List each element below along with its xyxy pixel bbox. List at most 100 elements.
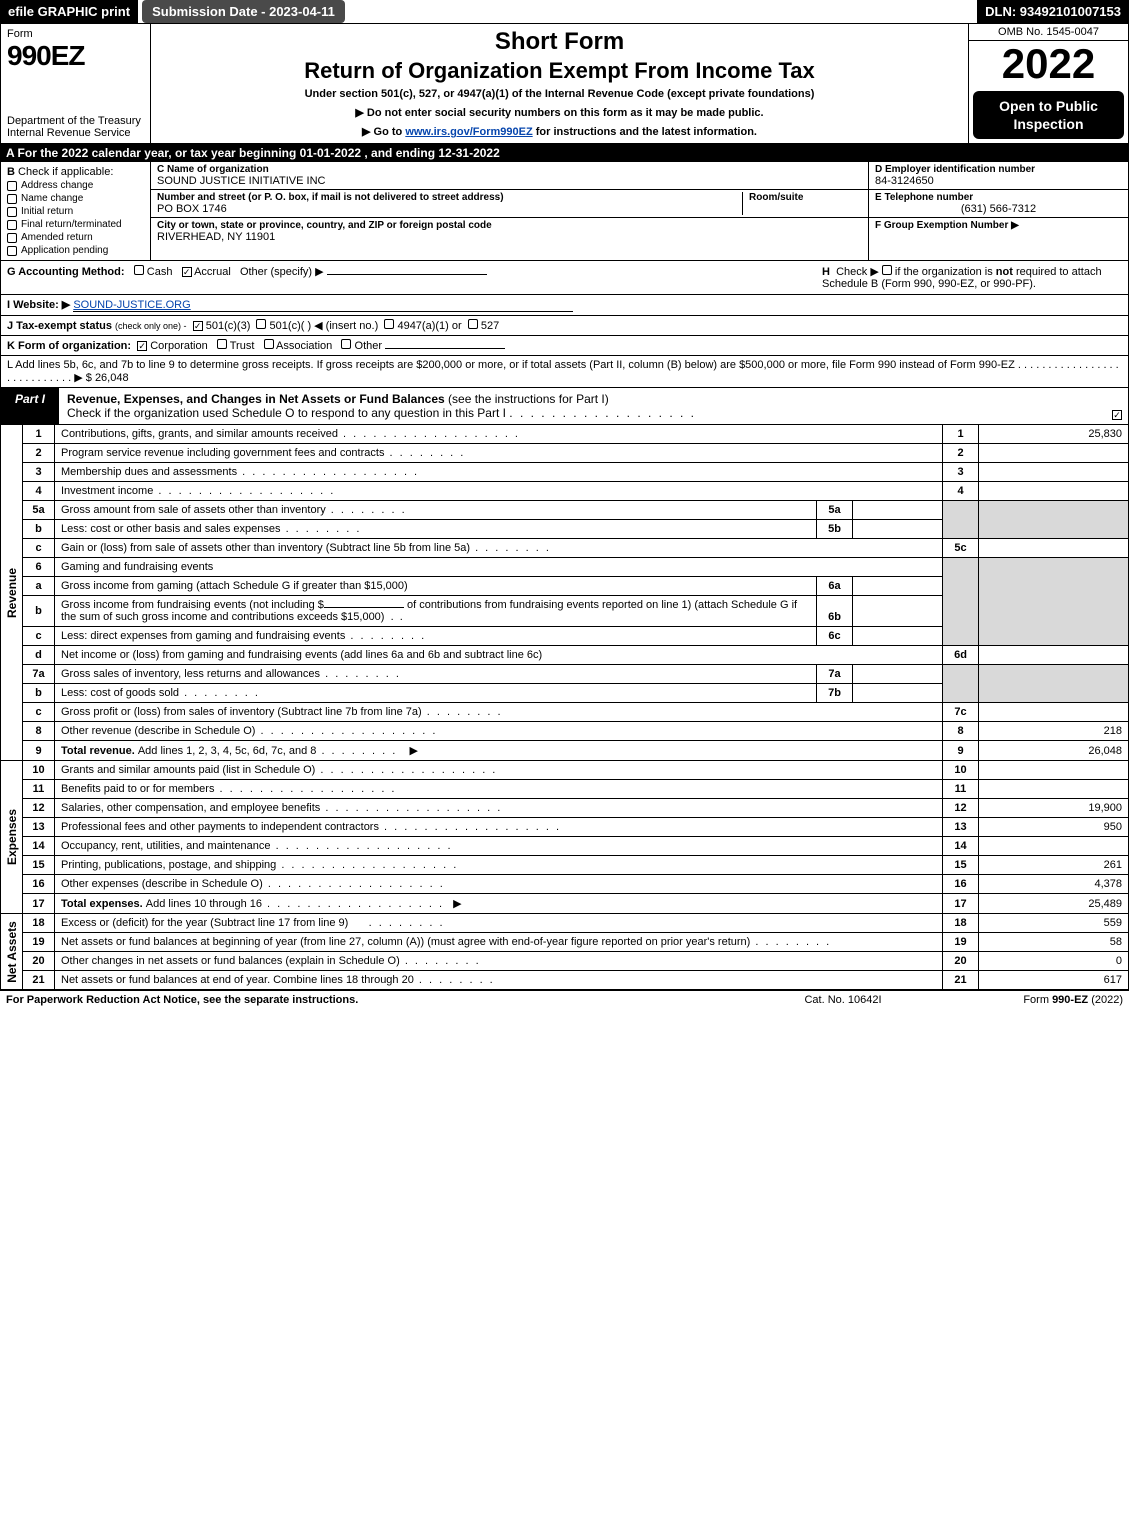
- chk-initial-return[interactable]: Initial return: [7, 206, 144, 217]
- line-num: 4: [23, 482, 55, 501]
- form-header: Form 990EZ Department of the Treasury In…: [0, 24, 1129, 144]
- desc-text: Occupancy, rent, utilities, and maintena…: [61, 840, 271, 852]
- right-num: 8: [943, 722, 979, 741]
- ein-row: D Employer identification number 84-3124…: [869, 162, 1128, 190]
- line-desc: Contributions, gifts, grants, and simila…: [55, 425, 943, 444]
- chk-address-change[interactable]: Address change: [7, 180, 144, 191]
- dots: [414, 974, 495, 986]
- top-bar: efile GRAPHIC print Submission Date - 20…: [0, 0, 1129, 24]
- blank[interactable]: [324, 607, 404, 608]
- expenses-text: Expenses: [5, 809, 19, 865]
- row-i-website: I Website: ▶ SOUND-JUSTICE.ORG: [0, 295, 1129, 316]
- line-1: 1Contributions, gifts, grants, and simil…: [23, 425, 1129, 444]
- right-val: [979, 482, 1129, 501]
- chk-cash[interactable]: [134, 265, 144, 275]
- dots: [338, 428, 520, 440]
- chk-schedule-o[interactable]: [1112, 410, 1122, 420]
- tax-year: 2022: [969, 41, 1128, 87]
- checkbox-icon: [7, 220, 17, 230]
- website-link[interactable]: SOUND-JUSTICE.ORG: [73, 299, 573, 312]
- line-num: 2: [23, 444, 55, 463]
- right-val: [979, 539, 1129, 558]
- line-desc: Gain or (loss) from sale of assets other…: [55, 539, 943, 558]
- line-14: 14Occupancy, rent, utilities, and mainte…: [23, 837, 1129, 856]
- chk-501c3[interactable]: [193, 321, 203, 331]
- chk-501c[interactable]: [256, 319, 266, 329]
- dots: [422, 706, 503, 718]
- part-1-title-rest: (see the instructions for Part I): [445, 392, 609, 406]
- chk-trust[interactable]: [217, 339, 227, 349]
- line-desc: Investment income: [55, 482, 943, 501]
- subbox-label: 6c: [817, 627, 853, 646]
- part-1-title-bold: Revenue, Expenses, and Changes in Net As…: [67, 392, 445, 406]
- revenue-table: 1Contributions, gifts, grants, and simil…: [22, 425, 1129, 761]
- c-name-label: C Name of organization: [157, 164, 862, 175]
- line-17: 17Total expenses. Add lines 10 through 1…: [23, 894, 1129, 914]
- line-desc: Less: cost or other basis and sales expe…: [55, 520, 817, 539]
- desc-text: Other expenses (describe in Schedule O): [61, 878, 263, 890]
- dots: [262, 898, 444, 910]
- desc-text: Less: cost or other basis and sales expe…: [61, 523, 281, 535]
- page-footer: For Paperwork Reduction Act Notice, see …: [0, 990, 1129, 1009]
- chk-other-org[interactable]: [341, 339, 351, 349]
- chk-corp[interactable]: [137, 341, 147, 351]
- other-blank[interactable]: [327, 274, 487, 275]
- dots: [400, 955, 481, 967]
- chk-accrual[interactable]: [182, 267, 192, 277]
- dots: [255, 725, 437, 737]
- chk-527[interactable]: [468, 319, 478, 329]
- line-desc: Less: direct expenses from gaming and fu…: [55, 627, 817, 646]
- dots: [316, 745, 397, 757]
- line-5a: 5aGross amount from sale of assets other…: [23, 501, 1129, 520]
- line-desc: Net assets or fund balances at end of ye…: [55, 971, 943, 990]
- row-g-h: G Accounting Method: Cash Accrual Other …: [0, 261, 1129, 295]
- right-val: 58: [979, 933, 1129, 952]
- footer-cat-no: Cat. No. 10642I: [743, 994, 943, 1006]
- header-center: Short Form Return of Organization Exempt…: [151, 24, 968, 143]
- telephone-row: E Telephone number (631) 566-7312: [869, 190, 1128, 218]
- irs-link[interactable]: www.irs.gov/Form990EZ: [405, 126, 532, 138]
- line-13: 13Professional fees and other payments t…: [23, 818, 1129, 837]
- section-b: B Check if applicable: Address change Na…: [1, 162, 151, 260]
- chk-application-pending[interactable]: Application pending: [7, 245, 144, 256]
- chk-final-return[interactable]: Final return/terminated: [7, 219, 144, 230]
- row-k-form-org: K Form of organization: Corporation Trus…: [0, 336, 1129, 356]
- right-num: 16: [943, 875, 979, 894]
- chk-name-change[interactable]: Name change: [7, 193, 144, 204]
- footer-left: For Paperwork Reduction Act Notice, see …: [6, 994, 743, 1006]
- header-left: Form 990EZ Department of the Treasury In…: [1, 24, 151, 143]
- line-8: 8Other revenue (describe in Schedule O)8…: [23, 722, 1129, 741]
- footer-form-ref: Form 990-EZ (2022): [943, 994, 1123, 1006]
- desc-text: Less: cost of goods sold: [61, 687, 179, 699]
- chk-4947[interactable]: [384, 319, 394, 329]
- section-bcd: B Check if applicable: Address change Na…: [0, 162, 1129, 261]
- checkbox-icon: [7, 207, 17, 217]
- desc-text: Other changes in net assets or fund bala…: [61, 955, 400, 967]
- expenses-side-label: Expenses: [0, 761, 22, 914]
- chk-amended-return[interactable]: Amended return: [7, 232, 144, 243]
- line-18: 18Excess or (deficit) for the year (Subt…: [23, 914, 1129, 933]
- other-org-blank[interactable]: [385, 348, 505, 349]
- right-num: 3: [943, 463, 979, 482]
- dln-label: DLN: 93492101007153: [977, 0, 1129, 23]
- opt-527: 527: [481, 320, 499, 332]
- line-num: 20: [23, 952, 55, 971]
- opt-corp: Corporation: [150, 340, 207, 352]
- instr2-post: for instructions and the latest informat…: [533, 126, 757, 138]
- right-val: [979, 780, 1129, 799]
- dots: [364, 917, 445, 929]
- right-num: 17: [943, 894, 979, 914]
- efile-label[interactable]: efile GRAPHIC print: [0, 0, 138, 23]
- b-letter: B: [7, 166, 15, 178]
- chk-assoc[interactable]: [264, 339, 274, 349]
- line-desc: Net assets or fund balances at beginning…: [55, 933, 943, 952]
- line-desc: Less: cost of goods sold: [55, 684, 817, 703]
- line-num: 5a: [23, 501, 55, 520]
- dots: [750, 936, 831, 948]
- line-num: a: [23, 577, 55, 596]
- org-name: SOUND JUSTICE INITIATIVE INC: [157, 175, 862, 187]
- right-val: 559: [979, 914, 1129, 933]
- subbox-val: [853, 684, 943, 703]
- line-21: 21Net assets or fund balances at end of …: [23, 971, 1129, 990]
- chk-h[interactable]: [882, 265, 892, 275]
